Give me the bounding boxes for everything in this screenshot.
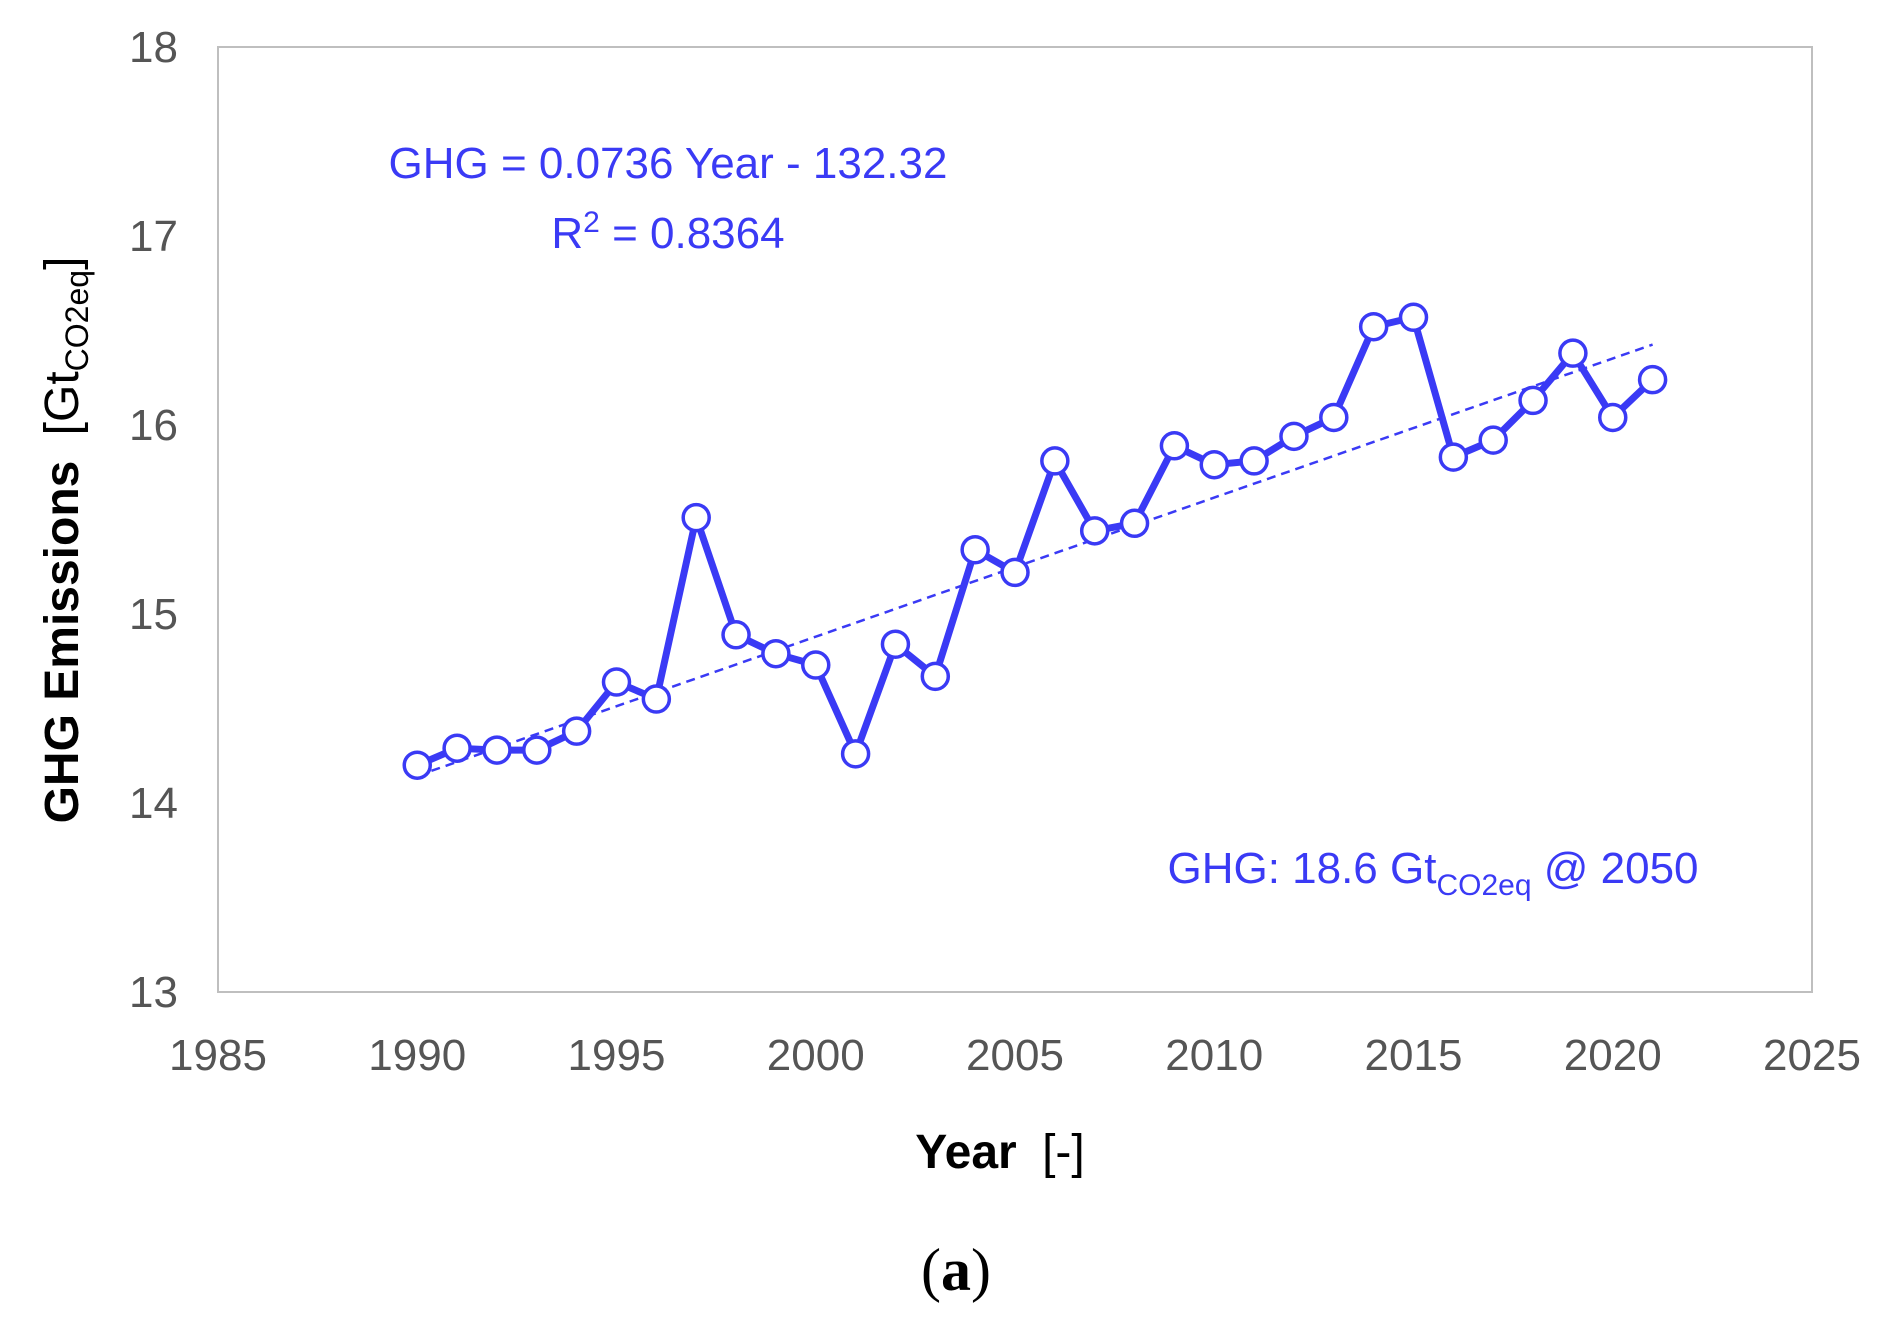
y-axis-title-main: GHG Emissions <box>36 461 89 824</box>
plot-area-frame <box>217 46 1813 993</box>
r-squared-value: = 0.8364 <box>600 209 785 258</box>
data-point <box>1119 508 1150 539</box>
data-point <box>1000 557 1030 588</box>
series-line <box>415 313 1656 769</box>
trendline-group <box>416 343 1654 777</box>
x-tick-label: 2010 <box>1165 1031 1263 1080</box>
panel-label-letter: a <box>941 1237 971 1303</box>
data-point <box>402 750 432 780</box>
data-point <box>1159 431 1190 461</box>
r-squared-prefix: R <box>551 209 583 258</box>
x-tick-label: 1985 <box>169 1031 267 1080</box>
data-point <box>880 629 911 659</box>
data-point <box>1598 402 1628 433</box>
data-point <box>1637 364 1668 395</box>
y-axis-title-unit-close: ] <box>36 257 89 270</box>
r-squared-sup: 2 <box>583 206 600 239</box>
data-point <box>1199 449 1229 480</box>
y-tick-label: 13 <box>129 968 178 1017</box>
data-point <box>1558 338 1588 368</box>
data-point <box>920 661 951 692</box>
data-point <box>641 684 672 714</box>
regression-equation: GHG = 0.0736 Year - 132.32 <box>389 139 948 188</box>
x-tick-label: 2020 <box>1564 1031 1662 1080</box>
y-tick-label: 16 <box>129 401 178 450</box>
data-point <box>1478 425 1508 455</box>
x-tick-label: 2025 <box>1763 1031 1861 1080</box>
y-axis-ticks: 13 14 15 16 17 18 <box>129 23 178 1017</box>
data-point <box>1239 446 1269 476</box>
y-tick-label: 18 <box>129 23 178 72</box>
y-tick-label: 14 <box>129 779 178 828</box>
data-point <box>681 502 711 533</box>
series-group <box>402 302 1668 780</box>
data-point <box>1079 516 1110 546</box>
y-axis-title-unit-sub: CO2eq <box>59 270 95 371</box>
projection-annotation: GHG: 18.6 GtCO2eq @ 2050 <box>1167 844 1698 902</box>
x-tick-label: 2015 <box>1365 1031 1463 1080</box>
data-point <box>1398 302 1429 333</box>
trendline <box>416 343 1654 777</box>
projection-suffix: @ 2050 <box>1532 844 1699 893</box>
data-point <box>1358 311 1389 342</box>
panel-label-close: ) <box>971 1237 991 1303</box>
panel-label-open: ( <box>921 1237 941 1303</box>
data-point <box>801 650 831 680</box>
x-tick-label: 2005 <box>966 1031 1064 1080</box>
y-tick-label: 17 <box>129 212 178 261</box>
data-point <box>960 534 990 565</box>
data-point <box>721 620 751 650</box>
r-squared-annotation: R2 = 0.8364 <box>551 206 784 258</box>
x-tick-label: 2000 <box>767 1031 865 1080</box>
y-tick-label: 15 <box>129 590 178 639</box>
x-tick-label: 1995 <box>568 1031 666 1080</box>
data-point <box>1040 446 1070 476</box>
data-point <box>601 667 632 697</box>
x-axis-title-suffix: [-] <box>1042 1126 1085 1179</box>
data-point <box>522 735 552 765</box>
x-axis-ticks: 1985 1990 1995 2000 2005 2010 2015 2020 2025 <box>169 1031 1861 1080</box>
x-axis-title-main: Year <box>915 1126 1016 1179</box>
panel-label: (a) <box>921 1237 991 1303</box>
data-point <box>442 733 472 763</box>
y-axis-title: GHG Emissions [GtCO2eq] <box>36 257 95 824</box>
projection-sub: CO2eq <box>1436 869 1531 902</box>
y-axis-title-unit: [Gt <box>36 371 89 435</box>
x-tick-label: 1990 <box>368 1031 466 1080</box>
data-point <box>1319 402 1349 433</box>
data-point <box>761 638 791 669</box>
projection-prefix: GHG: 18.6 Gt <box>1167 844 1436 893</box>
data-point <box>1279 421 1309 452</box>
data-point <box>482 735 512 765</box>
data-point <box>840 739 871 769</box>
data-point <box>561 716 592 746</box>
x-axis-title: Year [-] <box>915 1126 1084 1179</box>
data-point <box>1518 385 1548 416</box>
data-point <box>1438 442 1469 472</box>
